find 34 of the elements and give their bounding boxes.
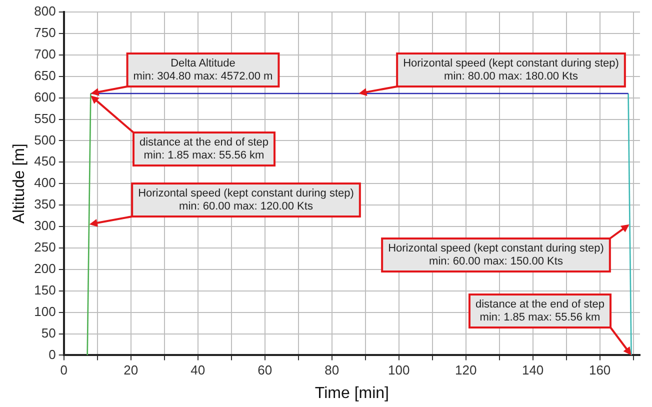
x-tick-label: 160 bbox=[588, 362, 611, 378]
x-tick-label: 60 bbox=[258, 362, 272, 378]
x-tick-label: 140 bbox=[522, 362, 544, 378]
x-tick-label: 0 bbox=[60, 362, 68, 378]
annotation: distance at the end of step min: 1.85 max: 55.56 km bbox=[139, 136, 269, 162]
y-tick-label: 300 bbox=[34, 218, 56, 234]
y-axis-title: Altitude [m] bbox=[11, 144, 28, 224]
y-tick-label: 100 bbox=[34, 304, 56, 319]
x-axis-title: Time [min] bbox=[314, 384, 389, 402]
y-tick-label: 350 bbox=[34, 196, 56, 212]
x-tick-label: 20 bbox=[124, 362, 138, 378]
y-tick-label: 600 bbox=[34, 89, 56, 104]
y-tick-label: 700 bbox=[34, 46, 56, 62]
y-tick-label: 750 bbox=[34, 25, 56, 40]
y-tick-label: 0 bbox=[48, 346, 56, 362]
x-tick-label: 80 bbox=[324, 362, 340, 378]
y-tick-label: 500 bbox=[34, 132, 56, 148]
y-tick-label: 250 bbox=[34, 240, 56, 255]
y-tick-label: 550 bbox=[34, 110, 56, 126]
x-tick-label: 100 bbox=[388, 362, 410, 378]
annotation: Delta Altitude min: 304.80 max: 4572.00 m bbox=[133, 58, 273, 83]
y-tick-label: 200 bbox=[34, 260, 56, 276]
y-tick-label: 150 bbox=[34, 282, 56, 298]
annotation: Horizontal speed (kept constant during step) min: 60.00 max: 150.00 Kts bbox=[388, 242, 604, 268]
y-tick-label: 800 bbox=[34, 4, 56, 19]
y-tick-label: 400 bbox=[34, 175, 56, 190]
y-tick-label: 50 bbox=[41, 325, 56, 340]
x-tick-label: 120 bbox=[454, 362, 477, 378]
annotation: Horizontal speed (kept constant during step) min: 80.00 max: 180.00 Kts bbox=[403, 58, 619, 83]
x-tick-label: 40 bbox=[190, 362, 206, 378]
y-tick-label: 650 bbox=[34, 68, 56, 83]
y-tick-label: 450 bbox=[34, 154, 56, 169]
annotation: distance at the end of step min: 1.85 max: 55.56 km bbox=[475, 298, 605, 324]
annotation: Horizontal speed (kept constant during step) min: 60.00 max: 120.00 Kts bbox=[138, 188, 354, 213]
